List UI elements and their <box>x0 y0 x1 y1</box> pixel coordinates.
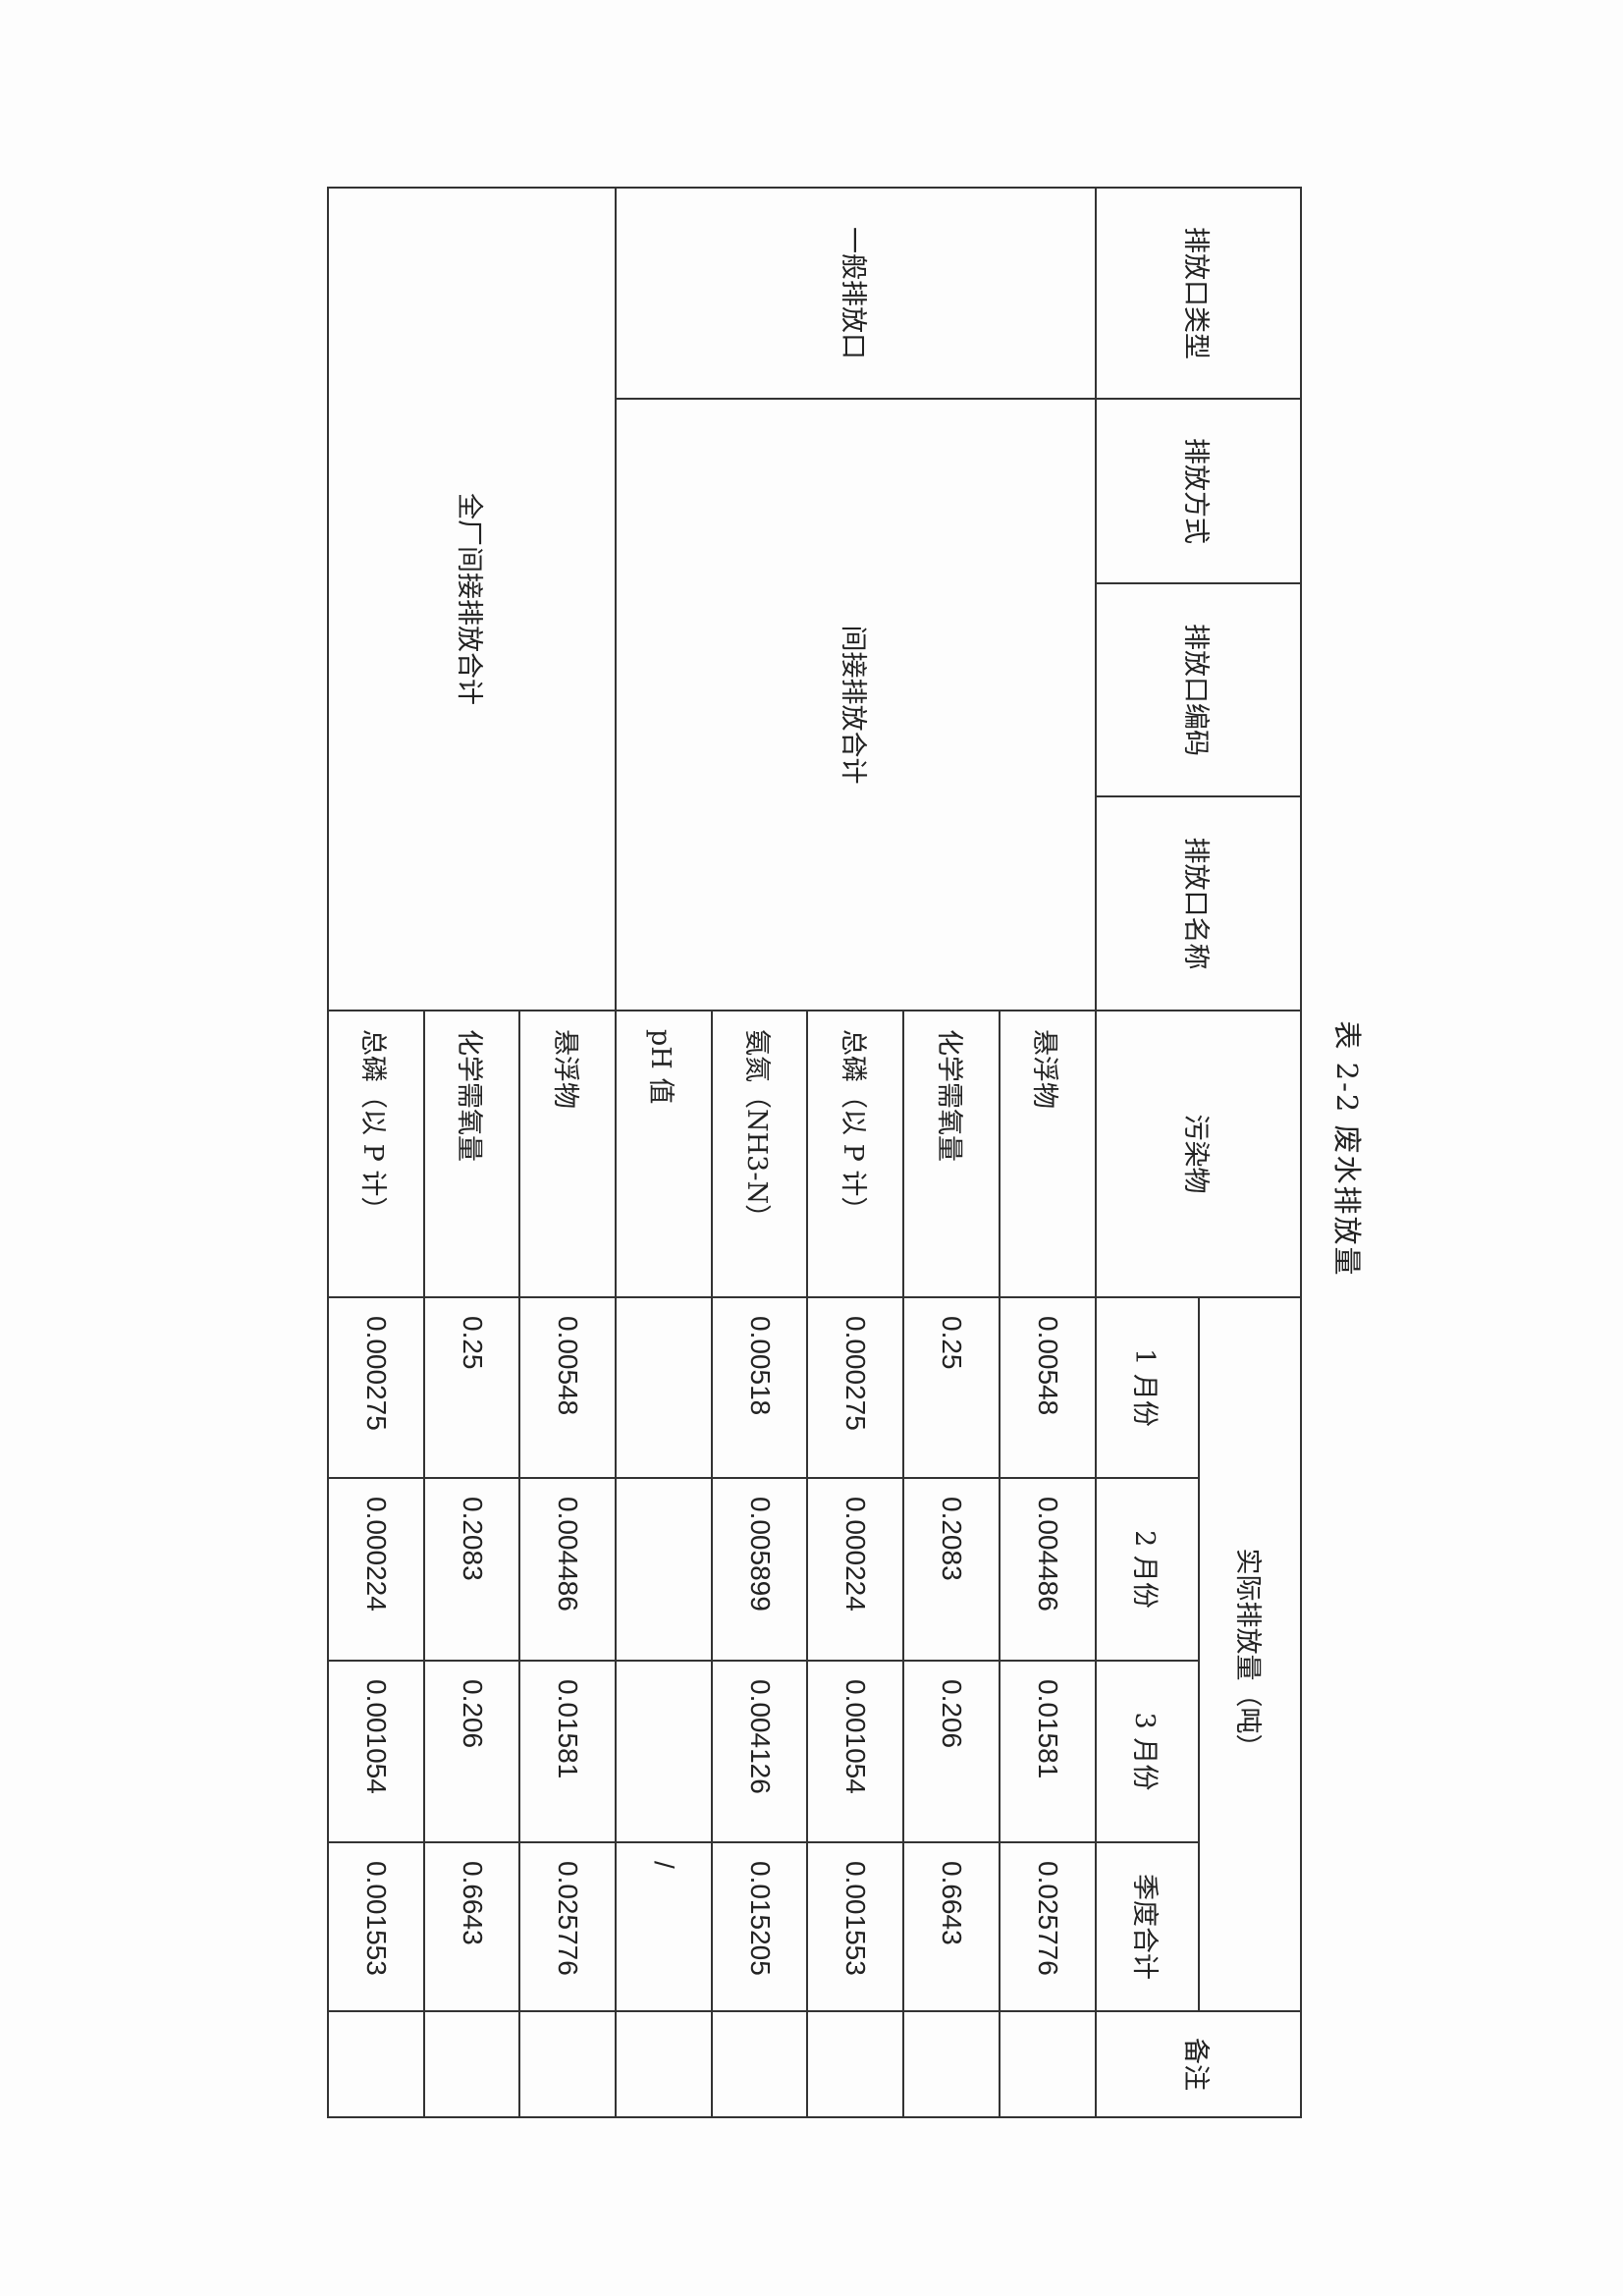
value-cell: 0.2083 <box>423 1478 520 1661</box>
value-cell: 0.004486 <box>519 1478 617 1661</box>
value-cell: 0.015205 <box>711 1842 808 2011</box>
header-remarks: 备注 <box>1095 2011 1301 2117</box>
value-cell: 0.001553 <box>328 1842 424 2011</box>
value-cell: 0.000275 <box>328 1297 424 1478</box>
value-cell: 0.000224 <box>807 1478 904 1661</box>
remark-cell <box>999 2011 1096 2117</box>
value-cell: 0.001054 <box>807 1661 904 1842</box>
value-cell: 0.01581 <box>519 1661 617 1842</box>
value-cell: 0.004486 <box>999 1478 1096 1661</box>
pollutant-cell: 化学需氧量 <box>423 1011 520 1297</box>
value-cell: 0.01581 <box>999 1661 1096 1842</box>
value-cell: 0.000275 <box>807 1297 904 1478</box>
section-label-cell: 间接排放合计 <box>616 399 1096 1011</box>
value-cell: 0.005899 <box>711 1478 808 1661</box>
remark-cell <box>616 2011 712 2117</box>
header-outlet-type: 排放口类型 <box>1095 188 1301 399</box>
outlet-type-cell: 一般排放口 <box>616 188 1096 399</box>
value-cell: 0.001054 <box>328 1661 424 1842</box>
header-actual-emission: 实际排放量（吨） <box>1199 1297 1301 2011</box>
section-label-cell: 全厂间接排放合计 <box>328 188 617 1011</box>
value-cell: 0.001553 <box>807 1842 904 2011</box>
table-row: 全厂间接排放合计 悬浮物 0.00548 0.004486 0.01581 0.02577… <box>328 188 617 2117</box>
value-cell: 0.00518 <box>711 1297 808 1478</box>
value-cell: 0.6643 <box>903 1842 1000 2011</box>
value-cell <box>616 1297 712 1478</box>
value-cell: 0.2083 <box>903 1478 1000 1661</box>
remark-cell <box>423 2011 520 2117</box>
header-month-3: 3 月份 <box>1095 1661 1200 1842</box>
header-quarter-total: 季度合计 <box>1095 1842 1200 2011</box>
value-cell: 0.206 <box>903 1661 1000 1842</box>
pollutant-cell: 氨氮（NH3-N） <box>711 1011 808 1297</box>
value-cell: 0.025776 <box>999 1842 1096 2011</box>
value-cell: 0.025776 <box>519 1842 617 2011</box>
remark-cell <box>903 2011 1000 2117</box>
header-pollutant: 污染物 <box>1095 1011 1301 1297</box>
value-cell <box>616 1478 712 1661</box>
header-discharge-mode: 排放方式 <box>1095 399 1301 583</box>
pollutant-cell: 总磷（以 P 计） <box>328 1011 424 1297</box>
value-cell: 0.00548 <box>519 1297 617 1478</box>
value-cell: 0.25 <box>903 1297 1000 1478</box>
remark-cell <box>328 2011 424 2117</box>
remark-cell <box>519 2011 617 2117</box>
wastewater-table-container: 排放口类型 排放方式 排放口编码 排放口名称 污染物 实际排放量（吨） 备注 1… <box>327 187 1302 2118</box>
value-cell: 0.206 <box>423 1661 520 1842</box>
header-month-1: 1 月份 <box>1095 1297 1200 1478</box>
value-cell: 0.000224 <box>328 1478 424 1661</box>
wastewater-discharge-table: 排放口类型 排放方式 排放口编码 排放口名称 污染物 实际排放量（吨） 备注 1… <box>327 187 1302 2118</box>
table-row: 一般排放口 间接排放合计 悬浮物 0.00548 0.004486 0.01581 0.02… <box>616 188 1096 2117</box>
value-cell: 0.25 <box>423 1297 520 1478</box>
pollutant-cell: 悬浮物 <box>999 1011 1096 1297</box>
pollutant-cell: 化学需氧量 <box>903 1011 1000 1297</box>
header-outlet-name: 排放口名称 <box>1095 796 1301 1011</box>
header-month-2: 2 月份 <box>1095 1478 1200 1661</box>
value-cell: 0.00548 <box>999 1297 1096 1478</box>
value-cell: 0.6643 <box>423 1842 520 2011</box>
header-outlet-code: 排放口编码 <box>1095 583 1301 796</box>
remark-cell <box>711 2011 808 2117</box>
value-cell <box>616 1661 712 1842</box>
value-cell: / <box>616 1842 712 2011</box>
pollutant-cell: pH 值 <box>616 1011 712 1297</box>
remark-cell <box>807 2011 904 2117</box>
pollutant-cell: 总磷（以 P 计） <box>807 1011 904 1297</box>
pollutant-cell: 悬浮物 <box>519 1011 617 1297</box>
table-title: 表 2-2 废水排放量 <box>1330 1020 1364 1278</box>
value-cell: 0.004126 <box>711 1661 808 1842</box>
